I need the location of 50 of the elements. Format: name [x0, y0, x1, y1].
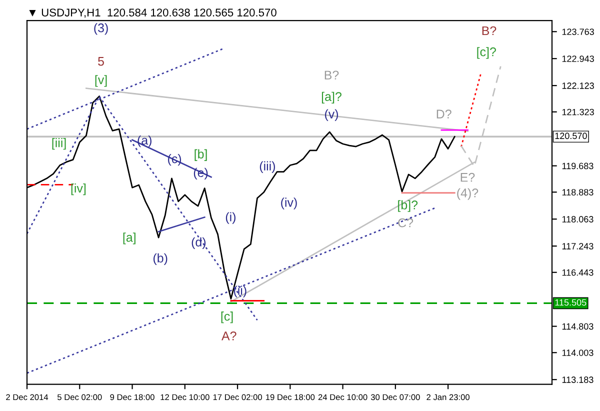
annotation: [b]: [194, 149, 207, 161]
annotation: (i): [226, 212, 236, 224]
ref-line-label: 115.505: [555, 299, 586, 306]
ref-line-label: 120.570: [555, 132, 587, 140]
x-tick-label: 24 Dec 10:00: [318, 394, 368, 400]
annotation: A?: [222, 332, 236, 340]
annotation: [b]?: [398, 200, 418, 212]
annotation: (d): [192, 237, 206, 249]
annotation: (iv): [281, 198, 297, 210]
annotation: (3): [94, 23, 108, 35]
x-tick-label: 2 Dec 2014: [6, 394, 48, 400]
annotation: D?: [436, 110, 452, 118]
annotation: (iii): [260, 161, 275, 173]
x-tick-label: 9 Dec 18:00: [110, 394, 154, 400]
annotation: (4)?: [457, 188, 478, 200]
annotation: [iii]: [52, 138, 66, 150]
annotation: E?: [460, 172, 475, 182]
annotation: [iv]: [71, 183, 86, 196]
annotation: 5: [98, 57, 104, 66]
x-tick-label: 19 Dec 18:00: [266, 394, 315, 400]
y-tick-label: 117.243: [562, 243, 594, 250]
annotation: B?: [482, 26, 496, 36]
annotation: (ii): [234, 286, 246, 298]
y-tick-label: 119.683: [562, 162, 594, 170]
annotation: (b): [153, 253, 168, 265]
annotation: [c]?: [477, 47, 496, 59]
x-tick-label: 17 Dec 02:00: [213, 394, 262, 400]
y-tick-label: 118.883: [562, 189, 594, 196]
annotation: (a): [138, 135, 152, 148]
annotation: [v]: [95, 75, 107, 87]
annotation: [c]: [221, 312, 233, 324]
y-tick-label: 116.443: [562, 269, 594, 276]
x-tick-label: 2 Jan 23:00: [426, 394, 470, 400]
y-tick-label: 114.803: [562, 323, 594, 330]
chart-title: ▼ USDJPY,H1 120.584 120.638 120.565 120.570: [29, 8, 276, 18]
y-tick-label: 123.763: [562, 28, 594, 35]
y-tick-label: 122.943: [562, 56, 594, 62]
annotation: C?: [398, 218, 414, 228]
y-tick-label: 118.063: [562, 216, 594, 222]
annotation: (v): [324, 109, 338, 121]
annotation: B?: [324, 70, 339, 80]
x-tick-label: 5 Dec 02:00: [57, 394, 102, 400]
y-tick-label: 114.003: [562, 350, 594, 356]
y-tick-label: 122.123: [562, 82, 594, 89]
y-tick-label: 113.183: [562, 376, 594, 383]
annotation: [a]: [123, 232, 136, 244]
x-tick-label: 12 Dec 10:00: [160, 394, 210, 400]
y-tick-label: 121.323: [562, 108, 594, 116]
x-tick-label: 30 Dec 07:00: [370, 394, 420, 400]
annotation: [a]?: [322, 92, 342, 104]
